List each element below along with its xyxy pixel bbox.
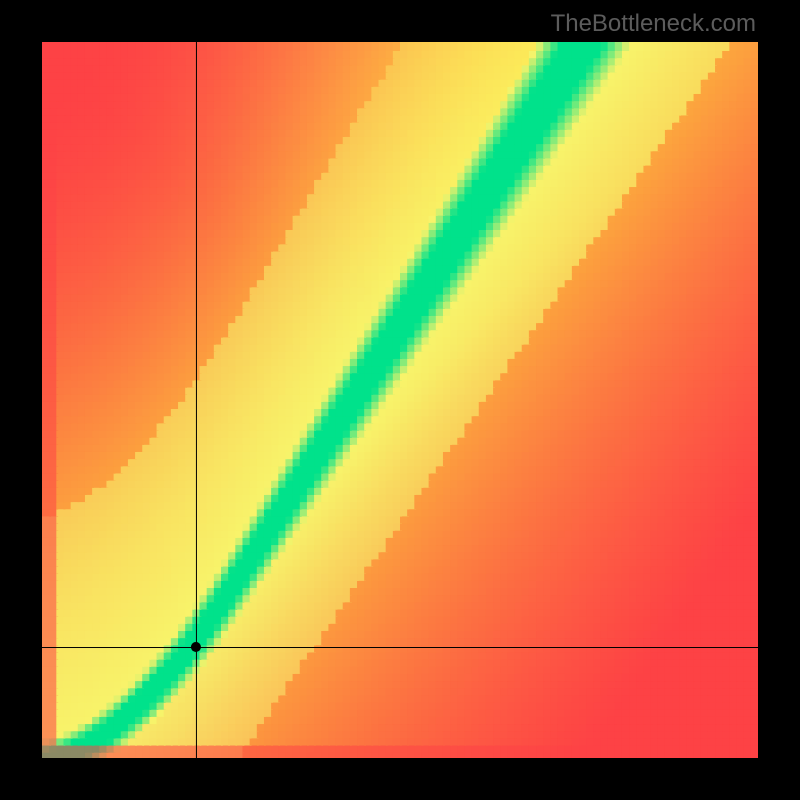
bottleneck-heatmap bbox=[42, 42, 758, 758]
watermark-text: TheBottleneck.com bbox=[551, 10, 756, 38]
chart-stage: TheBottleneck.com bbox=[0, 0, 800, 800]
